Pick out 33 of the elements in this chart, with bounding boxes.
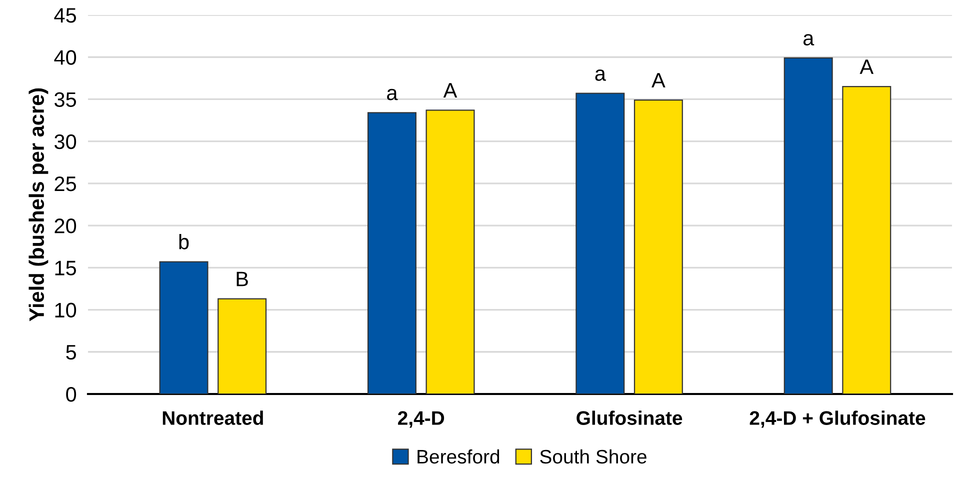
data-label: B <box>236 272 248 286</box>
data-label: A <box>860 60 874 74</box>
bar <box>159 261 208 394</box>
data-label: A <box>652 73 666 88</box>
bar <box>784 57 833 394</box>
data-label: a <box>595 69 606 81</box>
x-tick-label: 2,4-D + Glufosinate <box>750 410 926 428</box>
data-label: a <box>803 34 814 46</box>
legend-label: South Shore <box>540 449 646 464</box>
bar <box>576 92 625 394</box>
bar <box>842 86 892 394</box>
data-label: A <box>443 83 458 98</box>
bar <box>218 298 267 394</box>
y-tick-label: 30 <box>54 134 76 150</box>
y-axis-title: Yield (bushels per acre) <box>28 88 48 322</box>
data-label: b <box>179 234 189 250</box>
data-label: a <box>387 88 398 100</box>
y-tick-label: 40 <box>54 50 76 65</box>
y-tick-label: 20 <box>54 218 76 234</box>
bar <box>367 112 416 394</box>
y-tick-label: 45 <box>54 8 76 23</box>
y-tick-label: 0 <box>66 387 76 402</box>
bar <box>426 110 475 394</box>
legend-label: Beresford <box>418 449 500 464</box>
x-tick-label: Glufosinate <box>576 410 682 425</box>
bar <box>634 100 683 394</box>
y-tick-label: 5 <box>66 345 76 360</box>
y-tick-label: 10 <box>55 302 76 318</box>
y-tick-label: 15 <box>55 260 76 276</box>
x-tick-label: Nontreated <box>162 410 263 425</box>
y-tick-label: 25 <box>54 176 76 192</box>
y-tick-label: 35 <box>54 92 76 107</box>
x-tick-label: 2,4-D <box>398 411 444 428</box>
